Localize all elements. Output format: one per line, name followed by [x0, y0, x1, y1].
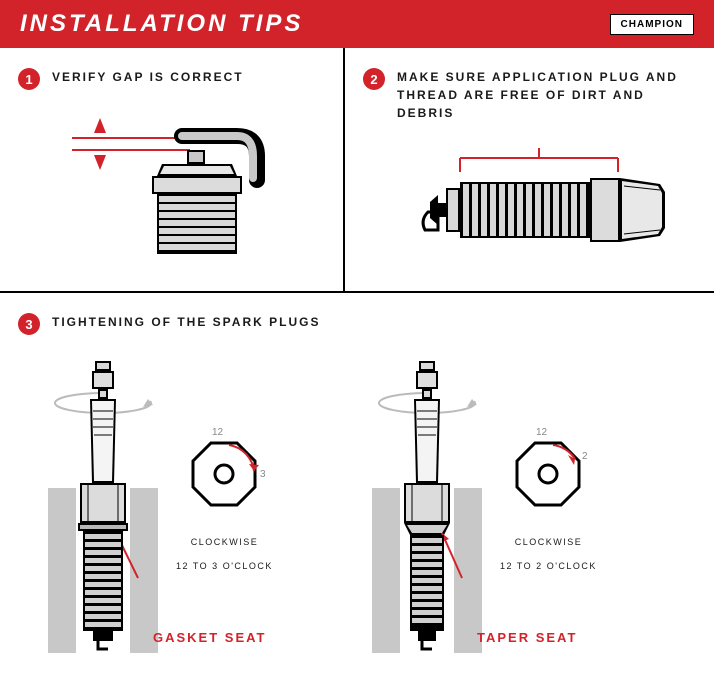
step-header: 2 Make sure application plug and thread … [363, 68, 696, 122]
clock-taper: 12 2 CLOCKWISE 12 TO 2 O'CLOCK [500, 431, 597, 653]
clock-octagon-icon [179, 431, 269, 521]
step-title: Verify gap is correct [52, 68, 244, 86]
taper-seat-label: TAPER SEAT [477, 630, 577, 645]
taper-seat-group: 12 2 CLOCKWISE 12 TO 2 O'CLOCK TAPER SEA… [372, 353, 666, 653]
gap-svg [42, 108, 302, 263]
brand-logo: CHAMPION [610, 14, 694, 35]
clock-range: 12 TO 2 O'CLOCK [500, 560, 597, 574]
content-area: 1 Verify gap is correct [0, 48, 714, 700]
gap-diagram [18, 108, 325, 263]
step-header: 1 Verify gap is correct [18, 68, 325, 90]
top-row: 1 Verify gap is correct [0, 48, 714, 293]
step-title: Tightening of the spark plugs [52, 313, 320, 331]
header-bar: INSTALLATION TIPS CHAMPION [0, 0, 714, 48]
clock-2-label: 2 [582, 451, 588, 462]
gasket-seat-label: GASKET SEAT [153, 630, 267, 645]
clock-12-label: 12 [212, 427, 223, 438]
plug-comparison: 12 3 CLOCKWISE 12 TO 3 O'CLOCK GASKET SE… [18, 353, 696, 653]
thread-diagram [363, 140, 696, 270]
clock-range: 12 TO 3 O'CLOCK [176, 560, 273, 574]
gasket-seat-group: 12 3 CLOCKWISE 12 TO 3 O'CLOCK GASKET SE… [48, 353, 342, 653]
panel-step-3: 3 Tightening of the spark plugs [0, 293, 714, 673]
clock-direction: CLOCKWISE [176, 536, 273, 550]
page-title: INSTALLATION TIPS [20, 10, 303, 38]
panel-step-2: 2 Make sure application plug and thread … [345, 48, 714, 291]
gasket-plug-svg [48, 353, 158, 653]
panel-step-1: 1 Verify gap is correct [0, 48, 345, 291]
clock-3-label: 3 [260, 469, 266, 480]
clock-direction: CLOCKWISE [500, 536, 597, 550]
step-header: 3 Tightening of the spark plugs [18, 313, 696, 335]
clock-gasket: 12 3 CLOCKWISE 12 TO 3 O'CLOCK [176, 431, 273, 653]
step-title: Make sure application plug and thread ar… [397, 68, 696, 122]
step-number-badge: 3 [18, 313, 40, 335]
thread-svg [380, 140, 680, 270]
clock-octagon-icon [503, 431, 593, 521]
taper-plug-svg [372, 353, 482, 653]
step-number-badge: 1 [18, 68, 40, 90]
step-number-badge: 2 [363, 68, 385, 90]
clock-12-label: 12 [536, 427, 547, 438]
